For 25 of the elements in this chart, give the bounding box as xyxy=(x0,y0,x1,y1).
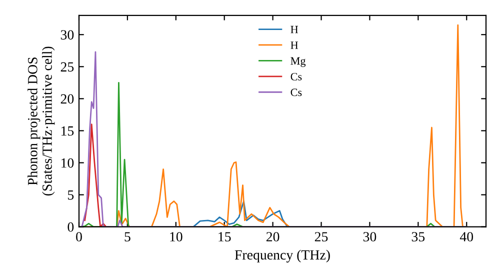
legend-label: H xyxy=(290,26,298,34)
y-tick-label: 0 xyxy=(68,222,74,232)
y-tick-label: 30 xyxy=(60,30,74,40)
x-tick-label: 0 xyxy=(76,232,82,242)
legend-label: Mg xyxy=(290,57,306,67)
line-series xyxy=(192,200,288,227)
legend-label: Cs xyxy=(290,72,302,80)
y-tick-label: 20 xyxy=(60,94,74,104)
x-tick-label: 10 xyxy=(170,232,182,242)
x-tick-label: 40 xyxy=(460,232,474,242)
y-tick-label: 10 xyxy=(61,158,74,168)
legend-label: Cs xyxy=(290,88,302,96)
y-tick-label: 15 xyxy=(61,126,74,136)
line-series xyxy=(84,124,107,227)
x-tick-label: 15 xyxy=(218,232,231,242)
y-tick-label: 5 xyxy=(68,190,74,200)
y-tick-label: 25 xyxy=(60,62,74,72)
x-tick-label: 30 xyxy=(363,232,376,242)
x-axis-title: Frequency (THz) xyxy=(234,250,330,262)
y-axis-title: Phonon projected DOS (States/THz·primitive cell) xyxy=(28,46,55,196)
legend-label: H xyxy=(290,42,298,49)
x-tick-label: 35 xyxy=(412,232,425,242)
x-tick-label: 20 xyxy=(266,232,280,242)
x-tick-label: 25 xyxy=(314,232,328,242)
x-tick-label: 5 xyxy=(124,232,130,242)
